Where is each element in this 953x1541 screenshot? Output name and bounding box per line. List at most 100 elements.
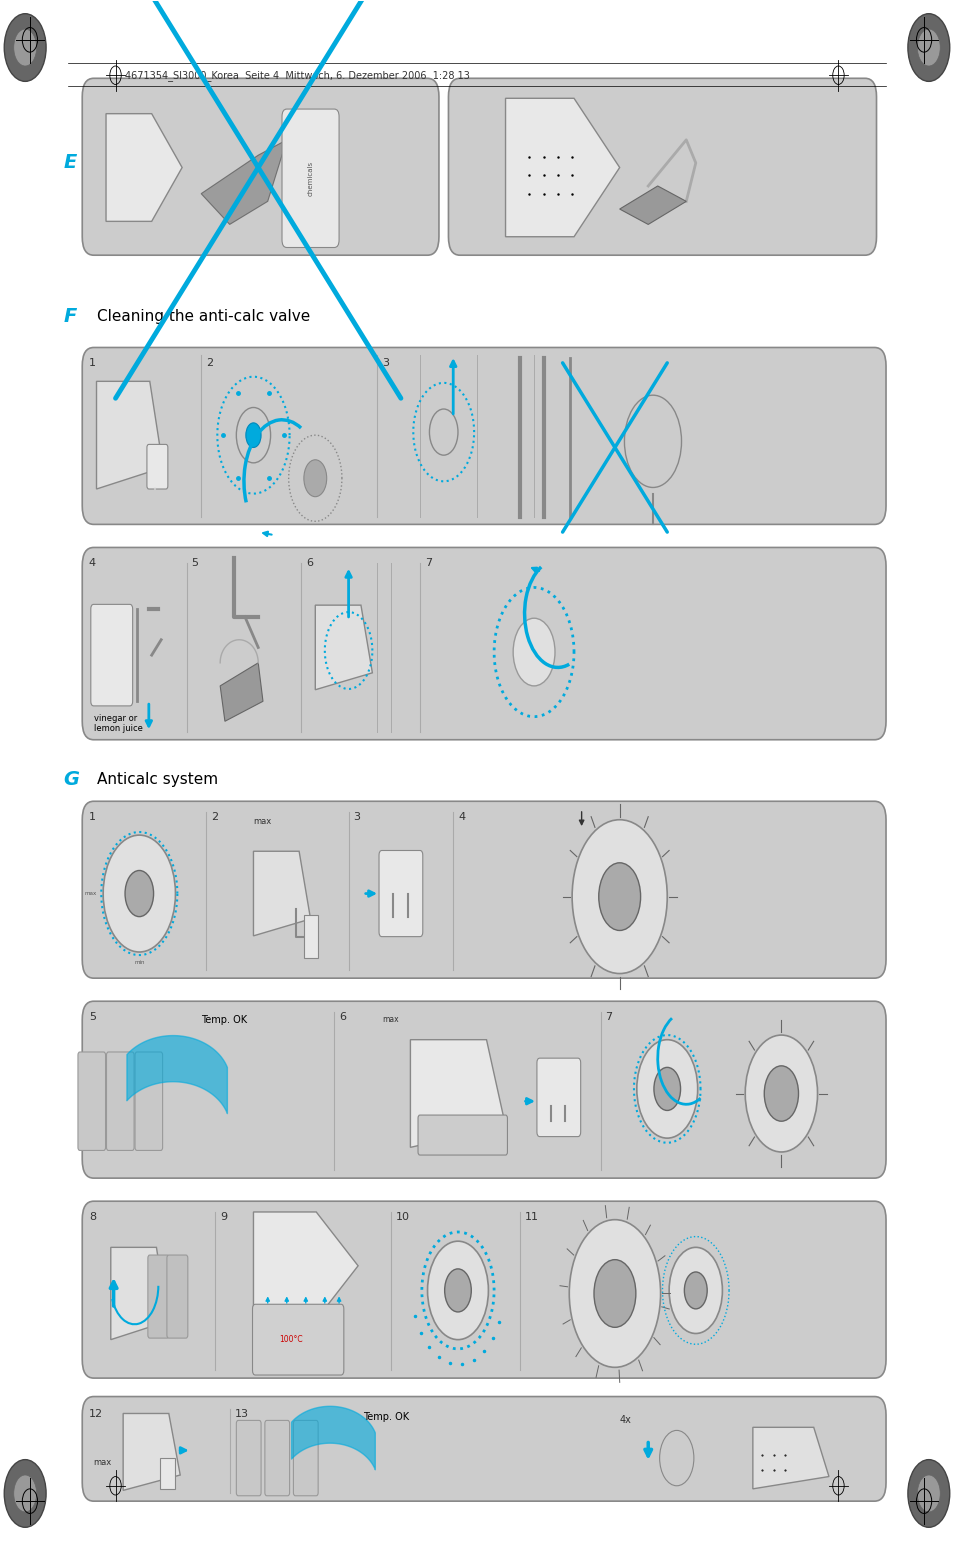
FancyBboxPatch shape [82, 79, 438, 256]
Circle shape [569, 1219, 659, 1367]
Text: vinegar or
lemon juice: vinegar or lemon juice [93, 713, 142, 734]
Text: max: max [381, 1016, 398, 1025]
Text: 7: 7 [424, 558, 432, 569]
Polygon shape [752, 1427, 828, 1489]
Text: 5: 5 [89, 1012, 96, 1022]
Text: 6: 6 [306, 558, 313, 569]
FancyBboxPatch shape [82, 1002, 885, 1179]
Polygon shape [220, 663, 263, 721]
Text: 11: 11 [524, 1211, 538, 1222]
Circle shape [572, 820, 666, 974]
Circle shape [13, 29, 36, 66]
Polygon shape [123, 1413, 180, 1490]
Circle shape [598, 863, 639, 931]
Circle shape [668, 1247, 721, 1333]
Text: max: max [84, 891, 96, 895]
Text: 13: 13 [234, 1408, 248, 1419]
FancyBboxPatch shape [82, 1200, 885, 1378]
Circle shape [917, 29, 940, 66]
FancyBboxPatch shape [107, 1053, 134, 1151]
Polygon shape [253, 851, 311, 935]
Polygon shape [106, 114, 182, 222]
Text: 10: 10 [395, 1211, 410, 1222]
Text: 3: 3 [381, 358, 389, 368]
Circle shape [444, 1268, 471, 1311]
Text: 8: 8 [89, 1211, 96, 1222]
Circle shape [917, 1475, 940, 1512]
Circle shape [4, 1459, 46, 1527]
Text: min: min [134, 960, 145, 965]
Circle shape [103, 835, 175, 952]
Text: 2: 2 [206, 358, 213, 368]
FancyBboxPatch shape [282, 109, 338, 248]
Bar [160, 1458, 174, 1489]
FancyBboxPatch shape [82, 801, 885, 979]
Text: E: E [63, 154, 76, 173]
Text: 4: 4 [457, 812, 465, 821]
FancyBboxPatch shape [148, 1254, 169, 1338]
FancyBboxPatch shape [147, 444, 168, 488]
Text: 4671354_SI3000_Korea  Seite 4  Mittwoch, 6. Dezember 2006  1:28 13: 4671354_SI3000_Korea Seite 4 Mittwoch, 6… [125, 69, 470, 80]
Circle shape [907, 14, 949, 82]
Text: 7: 7 [605, 1012, 612, 1022]
Text: 3: 3 [353, 812, 360, 821]
Text: Anticalc system: Anticalc system [96, 772, 217, 787]
Text: Temp. OK: Temp. OK [201, 1014, 247, 1025]
FancyBboxPatch shape [448, 79, 876, 256]
Circle shape [429, 408, 457, 455]
Text: max: max [93, 1458, 112, 1467]
Circle shape [427, 1241, 488, 1339]
FancyBboxPatch shape [91, 604, 132, 706]
Polygon shape [111, 1247, 168, 1339]
Circle shape [513, 618, 555, 686]
Circle shape [125, 871, 153, 917]
Text: 6: 6 [338, 1012, 346, 1022]
FancyBboxPatch shape [135, 1053, 162, 1151]
Text: Cleaning the anti-calc valve: Cleaning the anti-calc valve [96, 310, 310, 324]
Text: 5: 5 [192, 558, 198, 569]
Text: Temp. OK: Temp. OK [362, 1412, 409, 1421]
Bar [304, 915, 317, 959]
Text: 100°C: 100°C [279, 1335, 303, 1344]
Text: 1: 1 [89, 812, 96, 821]
FancyBboxPatch shape [78, 1053, 106, 1151]
Polygon shape [314, 606, 372, 690]
Circle shape [13, 1475, 36, 1512]
FancyBboxPatch shape [253, 1304, 343, 1375]
Circle shape [246, 422, 261, 447]
Polygon shape [410, 1040, 505, 1148]
Text: max: max [253, 817, 272, 826]
FancyBboxPatch shape [294, 1421, 317, 1496]
Circle shape [683, 1271, 706, 1308]
Circle shape [907, 1459, 949, 1527]
Text: 12: 12 [89, 1408, 103, 1419]
Text: 4: 4 [89, 558, 96, 569]
Text: 1: 1 [89, 358, 96, 368]
Circle shape [659, 1430, 693, 1486]
Circle shape [236, 407, 271, 462]
Circle shape [653, 1068, 679, 1111]
Text: 2: 2 [211, 812, 217, 821]
Polygon shape [619, 186, 685, 225]
Circle shape [637, 1040, 697, 1139]
Circle shape [763, 1066, 798, 1122]
Polygon shape [96, 381, 163, 488]
Text: chemicals: chemicals [307, 160, 314, 196]
Circle shape [594, 1259, 636, 1327]
Circle shape [744, 1036, 817, 1153]
FancyBboxPatch shape [417, 1116, 507, 1156]
FancyBboxPatch shape [82, 347, 885, 524]
FancyBboxPatch shape [236, 1421, 261, 1496]
Circle shape [304, 459, 326, 496]
FancyBboxPatch shape [82, 547, 885, 740]
Polygon shape [253, 1211, 357, 1319]
Text: F: F [63, 307, 76, 327]
FancyBboxPatch shape [265, 1421, 290, 1496]
FancyBboxPatch shape [537, 1059, 580, 1137]
FancyBboxPatch shape [167, 1254, 188, 1338]
FancyBboxPatch shape [82, 1396, 885, 1501]
Text: 4x: 4x [619, 1415, 631, 1424]
Circle shape [4, 14, 46, 82]
Polygon shape [201, 140, 287, 225]
Text: 9: 9 [220, 1211, 227, 1222]
